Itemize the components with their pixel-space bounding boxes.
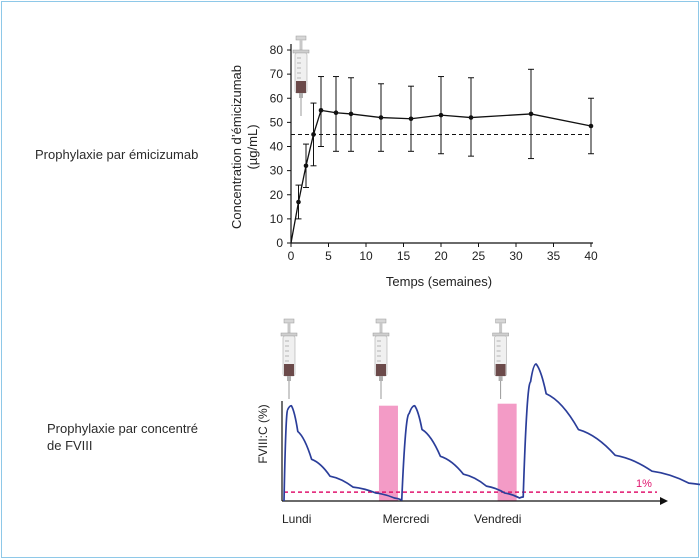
top-chart-x-tick-label: 0	[288, 249, 295, 263]
top-chart-x-tick-label: 40	[584, 249, 598, 263]
top-chart-x-tick-label: 10	[359, 249, 373, 263]
top-chart-y-axis-label-line1: Concentration d’émicizumab	[229, 65, 244, 229]
top-chart-data-point	[311, 132, 316, 137]
top-chart-y-tick-label: 30	[270, 164, 284, 178]
top-chart-data-point	[333, 110, 339, 116]
top-chart-y-tick-label: 50	[270, 115, 284, 129]
syringe-icon	[492, 318, 510, 400]
syringe-icon	[280, 318, 298, 400]
emicizumab-row-label: Prophylaxie par émicizumab	[35, 147, 199, 162]
top-chart-y-tick-label: 10	[270, 212, 284, 226]
top-chart-y-tick-label: 70	[270, 67, 284, 81]
top-chart-data-point	[303, 163, 309, 169]
bottom-chart-day-label: Vendredi	[474, 512, 521, 526]
top-chart-x-axis-label: Temps (semaines)	[386, 274, 492, 289]
top-chart-y-tick-label: 40	[270, 140, 284, 154]
top-chart-y-tick-label: 20	[270, 188, 284, 202]
top-chart-data-point	[378, 115, 384, 120]
top-chart-data-point	[318, 108, 324, 113]
top-chart-axes: 0 10 20 30 40 50 60 70 80 0 5 10 15 20 25 30 35 40	[270, 43, 598, 263]
fviii-level-curve	[283, 363, 700, 502]
fviii-infusion-bar	[497, 403, 517, 501]
top-chart-y-tick-label: 60	[270, 91, 284, 105]
bottom-chart-axes: FVIII:C (%)	[256, 401, 668, 505]
bottom-chart-day-label: Mercredi	[383, 512, 430, 526]
top-chart-data-point	[296, 199, 301, 205]
top-chart-x-tick-label: 35	[547, 249, 561, 263]
syringe-icon	[372, 318, 390, 400]
bottom-chart-day-labels: Lundi Mercredi Vendredi	[282, 512, 521, 526]
top-chart-x-tick-label: 25	[472, 249, 486, 263]
top-chart-x-tick-label: 30	[509, 249, 523, 263]
top-chart-data-point	[438, 112, 444, 118]
bottom-chart-y-axis-label: FVIII:C (%)	[256, 404, 270, 463]
syringe-icon	[292, 35, 310, 117]
fviii-infusion-bar	[378, 405, 398, 501]
top-chart-marks	[290, 68, 594, 244]
bottom-chart-day-label: Lundi	[282, 512, 311, 526]
top-chart-data-point	[408, 116, 414, 122]
bottom-chart-threshold-label: 1%	[636, 478, 652, 490]
top-chart-x-tick-label: 5	[325, 249, 332, 263]
top-chart-labels: Temps (semaines) Concentration d’émicizu…	[229, 65, 492, 289]
fviii-row-label: Prophylaxie par concentré de FVIII	[47, 420, 198, 454]
top-chart-x-tick-label: 20	[434, 249, 448, 263]
fviii-row-label-line2: de FVIII	[47, 438, 93, 453]
top-chart-data-point	[468, 115, 474, 120]
fviii-row-label-line1: Prophylaxie par concentré	[47, 421, 199, 436]
top-chart-data-point	[588, 123, 594, 129]
top-chart-data-point	[528, 111, 534, 117]
top-chart-y-axis-label-line2: (µg/mL)	[245, 124, 260, 169]
top-chart-y-tick-label: 0	[276, 236, 283, 250]
syringe-icons	[280, 35, 510, 400]
top-chart-x-tick-label: 15	[397, 249, 411, 263]
top-chart-data-point	[348, 111, 354, 117]
bottom-chart-threshold-group: 1%	[284, 478, 657, 493]
bottom-chart-x-arrow	[660, 497, 668, 505]
top-chart-y-tick-label: 80	[270, 43, 284, 57]
bottom-chart-infusion-bars	[378, 403, 517, 501]
bottom-chart-curve-group	[283, 363, 700, 502]
